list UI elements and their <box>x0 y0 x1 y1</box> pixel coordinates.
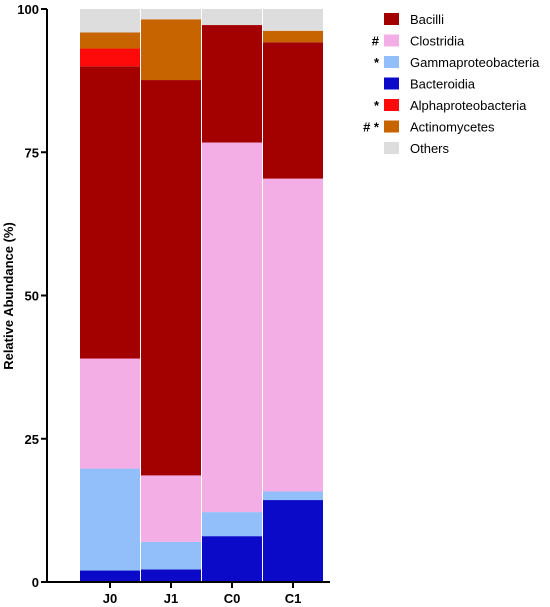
legend-label: Gammaproteobacteria <box>410 55 540 70</box>
x-tick-label-j1: J1 <box>164 591 178 606</box>
x-axis: J0 J1 C0 C1 <box>47 581 330 606</box>
legend-label: Clostridia <box>410 34 465 49</box>
y-tick-label-100: 100 <box>17 2 39 17</box>
y-axis: 0 25 50 75 100 <box>17 2 48 590</box>
y-axis-title: Relative Abundance (%) <box>1 222 16 370</box>
bar-segment-c1-clostridia <box>263 178 323 492</box>
legend-label: Bacteroidia <box>410 77 476 92</box>
bar-segment-j0-bacilli <box>80 66 140 359</box>
legend-item-bacilli: Bacilli <box>384 12 444 27</box>
bar-segment-j0-gammaproteobacteria <box>80 468 140 571</box>
bar-segment-j1-bacilli <box>141 80 201 476</box>
legend-item-alphaproteobacteria: * Alphaproteobacteria <box>374 98 527 113</box>
legend-label: Alphaproteobacteria <box>410 98 527 113</box>
y-tick-label-50: 50 <box>25 289 39 304</box>
bar-segment-j0-alphaproteobacteria <box>80 48 140 67</box>
bar-segment-c0-bacilli <box>202 25 262 143</box>
legend-swatch <box>384 13 399 25</box>
bar-segment-c0-gammaproteobacteria <box>202 512 262 537</box>
legend-item-gammaproteobacteria: * Gammaproteobacteria <box>374 55 540 70</box>
bar-segment-j0-clostridia <box>80 358 140 469</box>
legend-item-others: Others <box>384 141 450 156</box>
legend-swatch <box>384 142 399 154</box>
bar-segment-c1-gammaproteobacteria <box>263 491 323 501</box>
bar-segment-c0-clostridia <box>202 142 262 513</box>
bar-segment-c1-bacilli <box>263 42 323 179</box>
x-tick-label-j0: J0 <box>103 591 117 606</box>
bar-segment-c0-bacteroidia <box>202 536 262 582</box>
x-tick-label-c0: C0 <box>224 591 241 606</box>
y-tick-label-0: 0 <box>32 575 39 590</box>
bar-segment-j0-others <box>80 9 140 33</box>
legend-swatch <box>384 99 399 111</box>
bar-segment-j1-others <box>141 9 201 20</box>
legend-label: Actinomycetes <box>410 120 495 135</box>
bar-segment-j1-bacteroidia <box>141 569 201 582</box>
legend-significance-mark: # * <box>363 120 380 135</box>
bar-segment-c1-others <box>263 9 323 31</box>
legend-swatch <box>384 56 399 68</box>
bar-segment-j1-actinomycetes <box>141 19 201 81</box>
legend-significance-mark: * <box>374 55 380 70</box>
bar-segment-j1-clostridia <box>141 475 201 542</box>
bar-segment-c0-others <box>202 9 262 26</box>
bar-segment-j1-gammaproteobacteria <box>141 541 201 570</box>
y-tick-label-75: 75 <box>25 145 39 160</box>
bar-segment-c1-bacteroidia <box>263 500 323 582</box>
bar-segment-j0-actinomycetes <box>80 32 140 49</box>
bars-group <box>80 9 323 582</box>
legend-item-clostridia: # Clostridia <box>372 34 465 49</box>
legend-significance-mark: * <box>374 98 380 113</box>
x-tick-label-c1: C1 <box>285 591 302 606</box>
legend-swatch <box>384 120 399 133</box>
legend-swatch <box>384 34 399 47</box>
legend: Bacilli # Clostridia * Gammaproteobacteria Ba… <box>363 12 540 156</box>
legend-label: Others <box>410 141 450 156</box>
y-tick-label-25: 25 <box>25 432 39 447</box>
legend-swatch <box>384 77 399 90</box>
legend-significance-mark: # <box>372 34 380 49</box>
bar-segment-j0-bacteroidia <box>80 570 140 582</box>
legend-item-bacteroidia: Bacteroidia <box>384 77 476 92</box>
bar-segment-c1-actinomycetes <box>263 30 323 43</box>
legend-label: Bacilli <box>410 12 444 27</box>
legend-item-actinomycetes: # * Actinomycetes <box>363 120 495 135</box>
